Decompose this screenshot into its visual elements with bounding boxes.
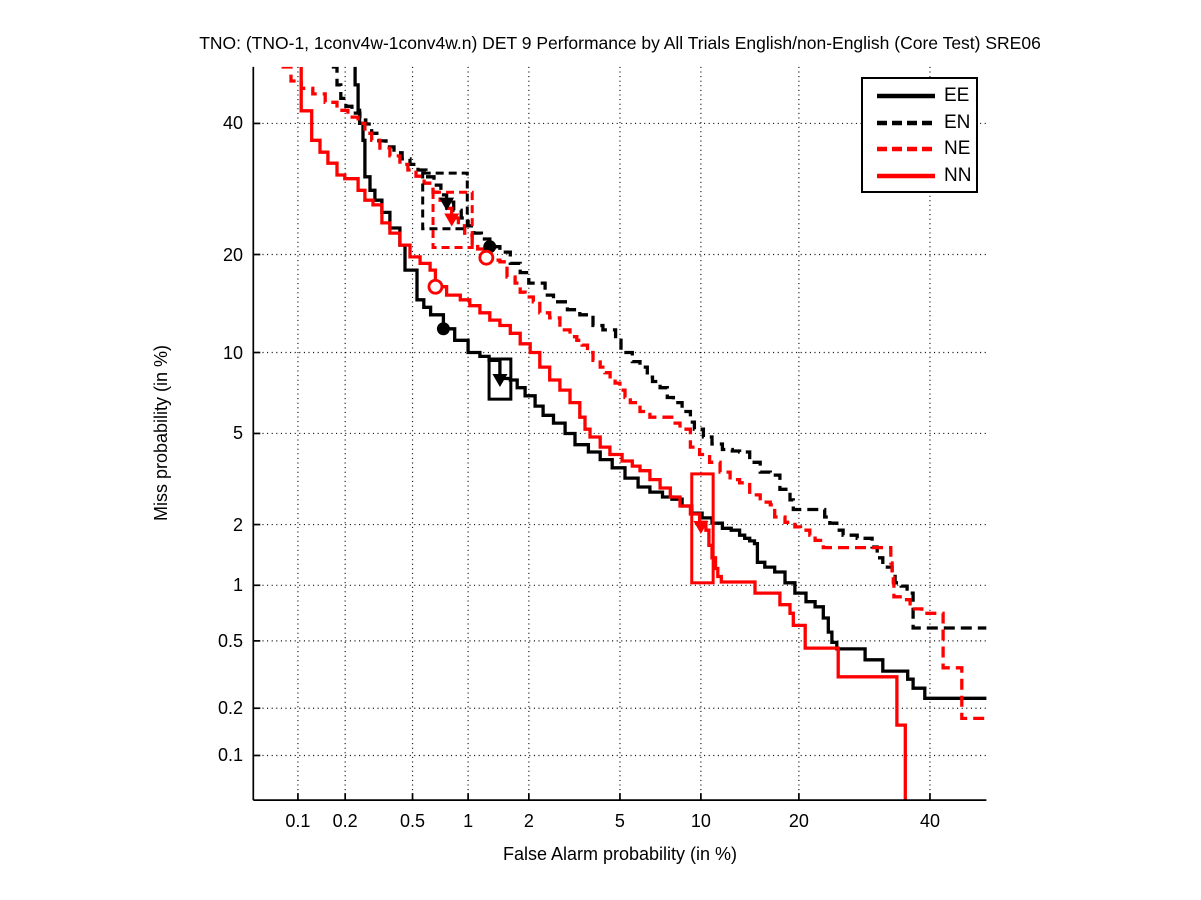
operating-point-marker-ne: [478, 249, 495, 266]
x-tick-label: 0.5: [400, 811, 426, 831]
legend-label-en: EN: [944, 111, 971, 133]
legend-label-ee: EE: [944, 85, 970, 107]
axes: [252, 66, 987, 801]
dcf-box-ee: [487, 357, 513, 401]
y-tick-label: 0.2: [217, 698, 243, 719]
det-curve-nn: [299, 67, 907, 801]
x-tick-label: 10: [690, 811, 711, 831]
plot-title: TNO: (TNO-1, 1conv4w-1conv4w.n) DET 9 Pe…: [199, 33, 1041, 53]
x-tick-label: 40: [919, 811, 940, 831]
legend-item-en: EN: [863, 110, 976, 137]
y-tick-label: 2: [232, 514, 243, 535]
x-tick-label: 0.1: [285, 811, 311, 831]
x-tick-label: 2: [523, 811, 534, 831]
x-tick-label: 1: [463, 811, 474, 831]
dcf-box-ne: [431, 190, 474, 249]
legend-label-ne: NE: [944, 138, 971, 160]
dcf-box-nn: [690, 472, 715, 585]
det-curves: [281, 66, 987, 801]
y-tick-label: 0.1: [217, 745, 243, 766]
min-dcf-marker-ne: [444, 213, 460, 227]
y-tick-label: 0.5: [217, 630, 243, 651]
x-axis-label: False Alarm probability (in %): [502, 844, 738, 864]
y-tick-label: 5: [232, 423, 243, 444]
legend-label-nn: NN: [944, 164, 972, 186]
legend-line-en: [877, 120, 935, 125]
legend-line-nn: [877, 173, 935, 178]
y-tick-label: 40: [222, 113, 243, 134]
legend: EE EN NE NN: [861, 77, 978, 193]
x-tick-label: 20: [788, 811, 809, 831]
operating-point-marker-ee: [436, 322, 450, 336]
det-curve-en: [331, 66, 987, 630]
y-tick-label: 10: [222, 342, 243, 363]
det-curve-ee: [353, 66, 987, 700]
legend-item-nn: NN: [863, 163, 976, 190]
dcf-box-en: [421, 171, 469, 231]
legend-item-ee: EE: [863, 83, 976, 110]
legend-line-ee: [877, 94, 935, 99]
y-tick-label: 20: [222, 244, 243, 265]
min-dcf-marker-nn: [693, 520, 709, 534]
min-dcf-marker-ee: [492, 374, 508, 388]
legend-item-ne: NE: [863, 136, 976, 163]
min-dcf-marker-en: [439, 197, 455, 211]
operating-point-marker-nn: [427, 278, 444, 295]
x-tick-label: 0.2: [332, 811, 358, 831]
y-tick-label: 1: [232, 575, 243, 596]
legend-line-ne: [877, 147, 935, 152]
det-curve-ne: [281, 66, 987, 721]
x-tick-label: 5: [614, 811, 625, 831]
det-markers: [421, 171, 715, 585]
y-axis-label: Miss probability (in %): [151, 344, 171, 522]
